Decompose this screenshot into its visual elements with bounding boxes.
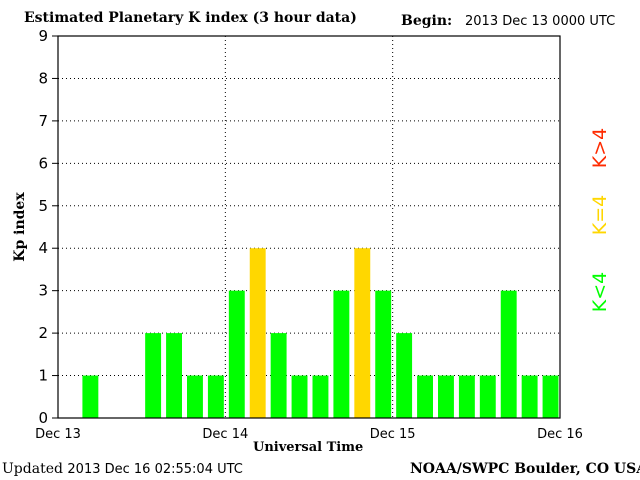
begin-value: 2013 Dec 13 0000 UTC (465, 14, 616, 29)
kp-bar (207, 375, 224, 418)
chart-title: Estimated Planetary K index (3 hour data… (24, 10, 357, 26)
x-tick-label: Dec 13 (35, 427, 81, 442)
y-tick-label: 1 (38, 367, 48, 385)
kp-bar (145, 333, 162, 418)
kp-bar (166, 333, 182, 418)
kp-bar (417, 375, 433, 418)
y-axis-label: Kp index (12, 192, 28, 262)
x-tick-label: Dec 14 (202, 427, 248, 442)
kp-bar (333, 290, 350, 418)
legend-k-greater-4: K>4 (589, 127, 611, 169)
begin-label: Begin: (401, 13, 453, 29)
chart-axes: 0 1 2 3 4 5 6 7 8 9 Dec 13 Dec 14 Dec 15 Dec 16 (35, 27, 583, 442)
updated-timestamp: Updated 2013 Dec 16 02:55:04 UTC (2, 461, 243, 477)
kp-bar (82, 375, 99, 418)
y-tick-label: 9 (38, 27, 48, 45)
kp-bar (500, 290, 517, 418)
kp-bar (458, 375, 475, 418)
y-tick-label: 8 (38, 69, 48, 87)
y-tick-label: 6 (38, 154, 48, 172)
kp-bar (249, 248, 266, 418)
y-tick-label: 7 (38, 112, 48, 130)
y-tick-label: 0 (38, 409, 48, 427)
y-tick-label: 3 (38, 282, 48, 300)
chart-bars (82, 248, 559, 418)
kp-bar (228, 290, 245, 418)
kp-bar (270, 333, 287, 418)
kp-bar (438, 375, 454, 418)
kp-bar (375, 290, 392, 418)
plot-frame (57, 35, 561, 419)
kp-bar (291, 375, 308, 418)
x-axis-label: Universal Time (253, 440, 364, 455)
y-tick-label: 2 (38, 324, 48, 342)
kp-bar (187, 375, 203, 418)
legend-k-equal-4: K=4 (589, 194, 611, 236)
y-tick-label: 5 (38, 197, 48, 215)
kp-bar (354, 248, 371, 418)
x-tick-label: Dec 15 (370, 427, 416, 442)
kp-bar (479, 375, 496, 418)
kp-bar (312, 375, 329, 418)
kp-bar (396, 333, 413, 418)
chart-grid (58, 36, 560, 418)
y-tick-label: 4 (38, 239, 48, 257)
kp-bar (521, 375, 538, 418)
kp-bar (542, 375, 559, 418)
legend-k-less-4: K<4 (589, 271, 611, 313)
x-tick-label: Dec 16 (537, 427, 583, 442)
credit-line: NOAA/SWPC Boulder, CO USA (410, 461, 640, 477)
